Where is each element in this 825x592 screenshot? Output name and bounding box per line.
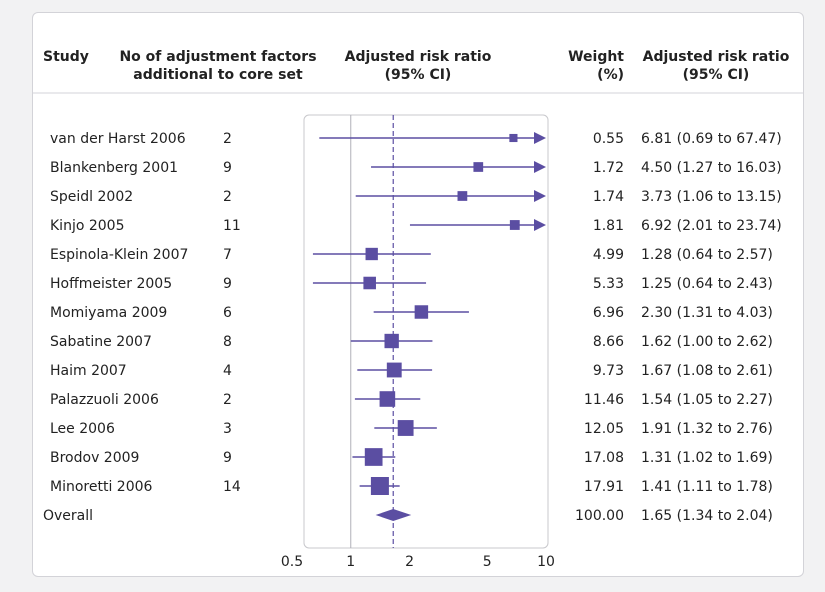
x-tick-label: 5 bbox=[483, 554, 492, 570]
x-tick-label: 1 bbox=[346, 554, 355, 570]
rr-ci-text: 1.67 (1.08 to 2.61) bbox=[641, 363, 773, 379]
rr-ci-text: 3.73 (1.06 to 13.15) bbox=[641, 189, 782, 205]
weight-value: 0.55 bbox=[593, 131, 624, 147]
rr-ci-text: 1.41 (1.11 to 1.78) bbox=[641, 479, 773, 495]
adjustment-count: 7 bbox=[223, 247, 232, 263]
rr-ci-text: 1.31 (1.02 to 1.69) bbox=[641, 450, 773, 466]
point-estimate bbox=[384, 333, 399, 349]
point-estimate bbox=[363, 276, 376, 290]
table-header: Study No of adjustment factors additiona… bbox=[43, 49, 790, 83]
rr-ci-text: 1.28 (0.64 to 2.57) bbox=[641, 247, 773, 263]
study-label: Blankenberg 2001 bbox=[50, 160, 178, 176]
weight-value: 17.08 bbox=[584, 450, 624, 466]
weight-value: 17.91 bbox=[584, 479, 624, 495]
study-label: Minoretti 2006 bbox=[50, 479, 153, 495]
x-axis-ticks: 0.5 1 2 5 10 bbox=[281, 554, 555, 570]
rr-ci-text: 1.62 (1.00 to 2.62) bbox=[641, 334, 773, 350]
header-weight-line1: Weight bbox=[568, 49, 624, 65]
weight-value: 9.73 bbox=[593, 363, 624, 379]
study-label: Espinola-Klein 2007 bbox=[50, 247, 188, 263]
weight-value: 11.46 bbox=[584, 392, 624, 408]
study-label: Lee 2006 bbox=[50, 421, 115, 437]
point-estimate bbox=[473, 162, 484, 172]
weight-value: 4.99 bbox=[593, 247, 624, 263]
adjustment-count: 9 bbox=[223, 160, 232, 176]
overall-ci-text: 1.65 (1.34 to 2.04) bbox=[641, 508, 773, 524]
ci-arrow bbox=[534, 132, 546, 144]
study-label: Haim 2007 bbox=[50, 363, 127, 379]
weight-value: 8.66 bbox=[593, 334, 624, 350]
study-label: Palazzuoli 2006 bbox=[50, 392, 159, 408]
table-rows: van der Harst 2006 2 0.55 6.81 (0.69 to 67.… bbox=[43, 131, 782, 524]
point-estimate bbox=[370, 477, 389, 495]
adjustment-count: 4 bbox=[223, 363, 232, 379]
study-label: Momiyama 2009 bbox=[50, 305, 167, 321]
study-label: Hoffmeister 2005 bbox=[50, 276, 172, 292]
weight-value: 1.81 bbox=[593, 218, 624, 234]
adjustment-count: 2 bbox=[223, 131, 232, 147]
point-estimate bbox=[509, 220, 520, 230]
header-weight-line2: (%) bbox=[597, 67, 624, 83]
header-rr-text-line1: Adjusted risk ratio bbox=[643, 49, 790, 65]
forest-plot-card: Study No of adjustment factors additiona… bbox=[32, 12, 804, 577]
point-estimate bbox=[414, 305, 429, 319]
rr-ci-text: 2.30 (1.31 to 4.03) bbox=[641, 305, 773, 321]
plot-layer bbox=[312, 115, 546, 548]
point-estimate bbox=[365, 247, 378, 261]
weight-value: 6.96 bbox=[593, 305, 624, 321]
x-tick-label: 0.5 bbox=[281, 554, 303, 570]
rr-ci-text: 6.81 (0.69 to 67.47) bbox=[641, 131, 782, 147]
point-estimate bbox=[509, 133, 518, 143]
weight-value: 12.05 bbox=[584, 421, 624, 437]
study-label: Speidl 2002 bbox=[50, 189, 133, 205]
rr-ci-text: 1.25 (0.64 to 2.43) bbox=[641, 276, 773, 292]
adjustment-count: 3 bbox=[223, 421, 232, 437]
point-estimate bbox=[457, 191, 468, 201]
point-estimate bbox=[364, 448, 383, 466]
header-rr-line1: Adjusted risk ratio bbox=[345, 49, 492, 65]
overall-label: Overall bbox=[43, 508, 93, 524]
overall-weight: 100.00 bbox=[575, 508, 624, 524]
adjustment-count: 14 bbox=[223, 479, 241, 495]
rr-ci-text: 1.91 (1.32 to 2.76) bbox=[641, 421, 773, 437]
header-rr-line2: (95% CI) bbox=[385, 67, 452, 83]
study-label: Brodov 2009 bbox=[50, 450, 139, 466]
point-estimate bbox=[379, 391, 396, 407]
x-tick-label: 10 bbox=[537, 554, 555, 570]
study-label: Kinjo 2005 bbox=[50, 218, 124, 234]
plot-panel bbox=[303, 114, 549, 549]
adjustment-count: 11 bbox=[223, 218, 241, 234]
adjustment-count: 9 bbox=[223, 276, 232, 292]
x-tick-label: 2 bbox=[405, 554, 414, 570]
header-adjustment-line1: No of adjustment factors bbox=[119, 49, 316, 65]
ci-arrow bbox=[534, 161, 546, 173]
adjustment-count: 2 bbox=[223, 189, 232, 205]
point-estimate bbox=[386, 362, 402, 378]
study-label: van der Harst 2006 bbox=[50, 131, 186, 147]
weight-value: 5.33 bbox=[593, 276, 624, 292]
adjustment-count: 2 bbox=[223, 392, 232, 408]
adjustment-count: 8 bbox=[223, 334, 232, 350]
adjustment-count: 9 bbox=[223, 450, 232, 466]
study-label: Sabatine 2007 bbox=[50, 334, 152, 350]
weight-value: 1.72 bbox=[593, 160, 624, 176]
header-rr-text-line2: (95% CI) bbox=[683, 67, 750, 83]
header-study: Study bbox=[43, 49, 89, 65]
rr-ci-text: 4.50 (1.27 to 16.03) bbox=[641, 160, 782, 176]
forest-plot: Study No of adjustment factors additiona… bbox=[33, 49, 803, 570]
weight-value: 1.74 bbox=[593, 189, 624, 205]
adjustment-count: 6 bbox=[223, 305, 232, 321]
rr-ci-text: 1.54 (1.05 to 2.27) bbox=[641, 392, 773, 408]
ci-arrow bbox=[534, 190, 546, 202]
header-adjustment-line2: additional to core set bbox=[133, 67, 303, 83]
rr-ci-text: 6.92 (2.01 to 23.74) bbox=[641, 218, 782, 234]
point-estimate bbox=[397, 420, 414, 436]
ci-arrow bbox=[534, 219, 546, 231]
overall-diamond bbox=[375, 509, 412, 521]
